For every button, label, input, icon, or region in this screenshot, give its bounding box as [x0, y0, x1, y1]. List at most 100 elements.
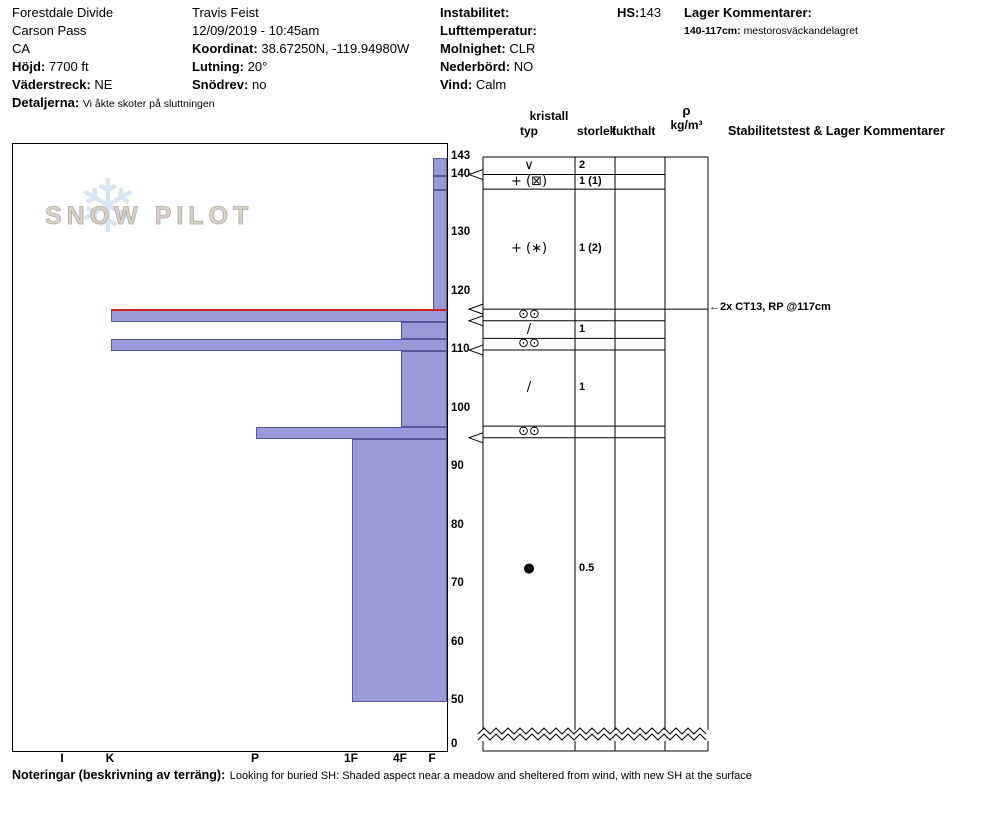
hardness-axis-label: K	[105, 751, 115, 765]
grain-size-value: 1 (1)	[579, 174, 602, 187]
hardness-axis-label: I	[60, 751, 64, 765]
drift-label: Snödrev:	[192, 77, 249, 92]
hardness-bar	[433, 158, 447, 176]
sky-label: Molnighet:	[440, 41, 506, 56]
layer-comment-range: 140-117cm:	[684, 25, 741, 37]
layer-comments-title: Lager Kommentarer:	[684, 5, 812, 20]
layer-comment-text: mestorosväckandelagret	[743, 25, 858, 37]
snowflake-icon: ❄	[77, 164, 140, 250]
layer-boundary-marker	[467, 432, 484, 444]
hardness-bar	[352, 438, 447, 703]
grain-size-value: 1	[579, 322, 586, 335]
hardness-axis-label: 4F	[392, 751, 407, 765]
wind-value: Calm	[475, 77, 507, 92]
coordinates-value: 38.67250N, -119.94980W	[261, 41, 410, 56]
wind-line: Vind: Calm	[440, 77, 506, 93]
aspect-value: NE	[94, 77, 113, 92]
details-label: Detaljerna:	[12, 95, 80, 110]
grain-size-column-header: storlek	[577, 124, 617, 138]
grain-type-symbol: ●	[523, 561, 535, 577]
hardness-bars-layer	[13, 144, 447, 751]
depth-tick-label: 143	[451, 150, 471, 162]
grain-type-symbol: ∨	[524, 157, 534, 173]
layer-comment-line: 140-117cm: mestorosväckandelagret	[684, 25, 858, 37]
air-temp-label: Lufttemperatur:	[440, 23, 537, 38]
depth-tick-label: 50	[451, 694, 464, 707]
details-value: Vi åkte skoter på sluttningen	[82, 98, 215, 110]
hs-label: HS:	[617, 5, 640, 20]
precip-line: Nederbörd: NO	[440, 59, 533, 75]
hardness-bar	[401, 321, 447, 340]
area-name: Carson Pass	[12, 23, 87, 38]
grain-type-symbol: ⊙⊙	[518, 306, 540, 322]
details-line: Detaljerna: Vi åkte skoter på sluttninge…	[12, 95, 215, 112]
hardness-bar	[433, 175, 447, 191]
sky-value: CLR	[509, 41, 536, 56]
aspect-line: Väderstreck: NE	[12, 77, 112, 93]
grain-type-symbol: ⊙⊙	[518, 423, 540, 439]
elevation-value: 7700 ft	[48, 59, 89, 74]
elevation-line: Höjd: 7700 ft	[12, 59, 89, 75]
arrow-left-icon: ←	[709, 301, 720, 314]
grain-type-symbol: + (⊠)	[510, 173, 548, 189]
slope-value: 20°	[247, 59, 268, 74]
grain-type-column-header: typ	[520, 124, 538, 138]
precip-value: NO	[513, 59, 534, 74]
depth-tick-label: 0	[451, 738, 458, 750]
grain-size-value: 0.5	[579, 562, 595, 575]
layer-boundary-marker	[467, 344, 484, 356]
depth-tick-label: 80	[451, 518, 464, 531]
wind-label: Vind:	[440, 77, 473, 92]
grain-type-symbol: /	[526, 321, 532, 337]
elevation-label: Höjd:	[12, 59, 46, 74]
slope-line: Lutning: 20°	[192, 59, 267, 75]
hardness-bar	[433, 190, 447, 311]
depth-tick-label: 120	[451, 284, 471, 297]
depth-tick-label: 90	[451, 460, 464, 473]
hardness-bar	[256, 427, 447, 439]
instability-label: Instabilitet:	[440, 5, 510, 20]
site-name: Forestdale Divide	[12, 5, 114, 20]
hardness-bar	[111, 310, 447, 322]
scale-break-zigzag	[477, 727, 707, 735]
terrain-notes-line: Noteringar (beskrivning av terräng): Loo…	[12, 766, 752, 784]
terrain-notes-label: Noteringar (beskrivning av terräng):	[12, 768, 226, 782]
coordinates-label: Koordinat:	[192, 41, 258, 56]
drift-value: no	[251, 77, 267, 92]
grain-type-symbol: ⊙⊙	[518, 336, 540, 352]
hardness-profile-plot: ❄ SNOW PILOT	[12, 143, 448, 752]
depth-tick-label: 110	[451, 343, 470, 356]
layer-boundary-marker	[467, 315, 484, 327]
depth-tick-label: 130	[451, 226, 471, 239]
failure-plane-line	[111, 309, 447, 312]
precip-label: Nederbörd:	[440, 59, 511, 74]
layer-boundary-marker	[467, 303, 484, 315]
stability-test-annotation: ←2x CT13, RP @117cm	[709, 301, 831, 313]
density-unit-header: kg/m³	[670, 118, 703, 132]
drift-line: Snödrev: no	[192, 77, 266, 93]
coordinates-line: Koordinat: 38.67250N, -119.94980W	[192, 41, 409, 57]
moisture-column-header: fukthalt	[612, 124, 656, 138]
sky-line: Molnighet: CLR	[440, 41, 535, 57]
grain-size-value: 1	[579, 381, 586, 394]
observer-name: Travis Feist	[192, 5, 259, 20]
crystal-column-header: kristall	[529, 109, 569, 123]
hardness-bar	[401, 351, 447, 428]
hardness-axis-label: F	[428, 751, 436, 765]
hs-line: HS:143	[617, 5, 661, 21]
depth-tick-label: 70	[451, 577, 464, 590]
hs-value: 143	[639, 5, 662, 20]
layer-boundary-marker	[467, 169, 484, 181]
slope-label: Lutning:	[192, 59, 244, 74]
aspect-label: Väderstreck:	[12, 77, 91, 92]
terrain-notes-text: Looking for buried SH: Shaded aspect nea…	[229, 770, 752, 782]
depth-tick-label: 100	[451, 401, 471, 414]
hardness-bar	[111, 339, 447, 352]
hardness-axis-label: 1F	[343, 751, 358, 765]
grain-size-value: 1 (2)	[579, 242, 602, 255]
depth-tick-label: 60	[451, 635, 464, 648]
hardness-axis-label: P	[250, 751, 259, 765]
scale-break-zigzag	[477, 733, 707, 741]
observation-datetime: 12/09/2019 - 10:45am	[192, 23, 320, 38]
